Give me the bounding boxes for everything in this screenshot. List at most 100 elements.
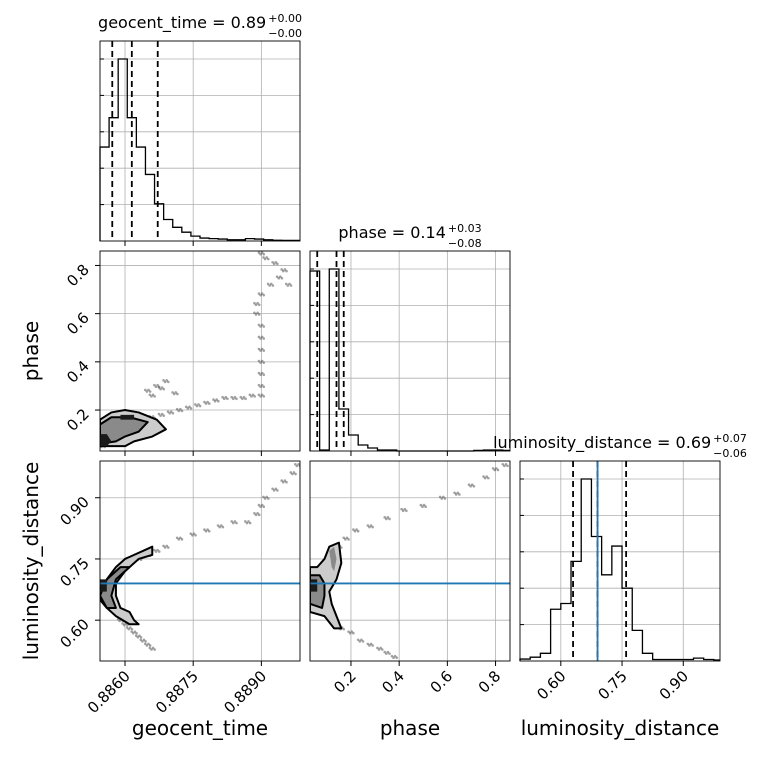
x-tick-label-phase: 0.2 bbox=[330, 667, 360, 697]
scatter-point bbox=[153, 648, 156, 651]
contour-level bbox=[329, 546, 337, 572]
scatter-point bbox=[145, 644, 149, 647]
scatter-point bbox=[247, 520, 250, 523]
scatter-point bbox=[251, 393, 255, 397]
scatter-point bbox=[231, 397, 235, 401]
scatter-point bbox=[139, 638, 143, 642]
scatter-point bbox=[263, 257, 267, 261]
scatter-point bbox=[272, 489, 276, 492]
scatter-point bbox=[207, 402, 211, 405]
scatter-point bbox=[259, 505, 262, 508]
scatter-point bbox=[165, 544, 169, 548]
scatter-point bbox=[267, 497, 270, 500]
scatter-point bbox=[388, 517, 391, 521]
scatter-point bbox=[222, 397, 226, 401]
scatter-point bbox=[361, 640, 365, 643]
scatter-point bbox=[472, 484, 476, 488]
scatter-point bbox=[262, 325, 266, 328]
y-tick-label-luminosity_distance: 0.60 bbox=[56, 615, 92, 651]
scatter-point bbox=[393, 654, 397, 658]
scatter-point bbox=[276, 489, 279, 492]
scatter-point bbox=[217, 399, 220, 403]
scatter-point bbox=[253, 395, 256, 398]
scatter-point bbox=[130, 630, 133, 633]
scatter-point bbox=[289, 284, 293, 287]
scatter-point bbox=[260, 323, 264, 327]
scatter-point bbox=[259, 385, 262, 389]
scatter-point bbox=[281, 480, 285, 484]
scatter-point bbox=[268, 284, 271, 287]
scatter-point bbox=[350, 630, 354, 633]
scatter-point bbox=[184, 405, 188, 409]
scatter-point bbox=[344, 538, 347, 541]
scatter-point bbox=[260, 393, 264, 397]
scatter-point bbox=[358, 640, 362, 643]
scatter-point bbox=[241, 397, 244, 401]
scatter-point bbox=[262, 495, 265, 499]
scatter-point bbox=[235, 397, 238, 401]
scatter-point bbox=[470, 483, 474, 486]
scatter-point bbox=[162, 379, 165, 382]
scatter-point bbox=[248, 521, 252, 525]
scatter-point bbox=[157, 412, 161, 416]
scatter-point bbox=[262, 361, 266, 364]
scatter-point bbox=[369, 524, 373, 527]
scatter-point bbox=[244, 520, 247, 523]
scatter-point bbox=[135, 631, 138, 635]
scatter-point bbox=[376, 646, 379, 650]
scatter-point bbox=[254, 513, 258, 517]
scatter-point bbox=[491, 467, 495, 470]
scatter-point bbox=[345, 536, 349, 540]
scatter-point bbox=[280, 277, 284, 280]
scatter-point bbox=[175, 407, 179, 411]
scatter-point bbox=[148, 390, 152, 393]
scatter-point bbox=[131, 631, 135, 635]
y-tick-label-phase: 0.2 bbox=[63, 405, 93, 435]
scatter-point bbox=[159, 414, 162, 417]
scatter-point bbox=[347, 630, 350, 633]
scatter-point bbox=[142, 638, 146, 642]
scatter-point bbox=[133, 630, 137, 633]
scatter-point bbox=[160, 412, 164, 416]
scatter-point bbox=[256, 301, 259, 305]
scatter-point bbox=[257, 393, 261, 397]
scatter-point bbox=[262, 385, 266, 389]
scatter-point bbox=[274, 487, 278, 491]
scatter-point bbox=[454, 493, 458, 496]
scatter-point bbox=[260, 359, 264, 363]
scatter-point bbox=[216, 524, 220, 527]
title-median: 0.14 bbox=[410, 223, 446, 242]
scatter-point bbox=[348, 631, 352, 635]
panel-frame bbox=[309, 460, 511, 662]
scatter-point bbox=[275, 275, 279, 279]
scatter-point bbox=[166, 410, 170, 413]
scatter-point bbox=[257, 383, 261, 387]
scatter-point bbox=[266, 282, 270, 286]
panel-title-luminosity_distance: luminosity_distance = 0.69 +0.07 −0.06 bbox=[493, 432, 747, 460]
scatter-point bbox=[121, 622, 124, 625]
panel-frame bbox=[99, 250, 301, 452]
scatter-panel-geocent_time__phase: 0.2 0.4 0.6 0.8 bbox=[63, 250, 301, 452]
scatter-point bbox=[254, 313, 258, 316]
scatter-point bbox=[141, 640, 144, 643]
scatter-point bbox=[438, 495, 442, 499]
scatter-point bbox=[231, 521, 235, 525]
scatter-point bbox=[219, 524, 223, 527]
scatter-point bbox=[197, 403, 200, 406]
scatter-point bbox=[230, 395, 233, 399]
scatter-point bbox=[260, 371, 264, 375]
scatter-point bbox=[257, 303, 261, 307]
scatter-point bbox=[244, 397, 247, 401]
scatter-point bbox=[144, 640, 147, 643]
scatter-point bbox=[496, 468, 500, 472]
scatter-point bbox=[347, 538, 350, 541]
x-tick-label-phase: 0.8 bbox=[475, 667, 505, 697]
scatter-point bbox=[483, 476, 487, 480]
scatter-point bbox=[360, 638, 363, 642]
scatter-point bbox=[259, 293, 262, 297]
scatter-point bbox=[259, 373, 262, 376]
scatter-point bbox=[253, 511, 256, 515]
scatter-point bbox=[203, 528, 206, 531]
scatter-point bbox=[259, 325, 262, 328]
